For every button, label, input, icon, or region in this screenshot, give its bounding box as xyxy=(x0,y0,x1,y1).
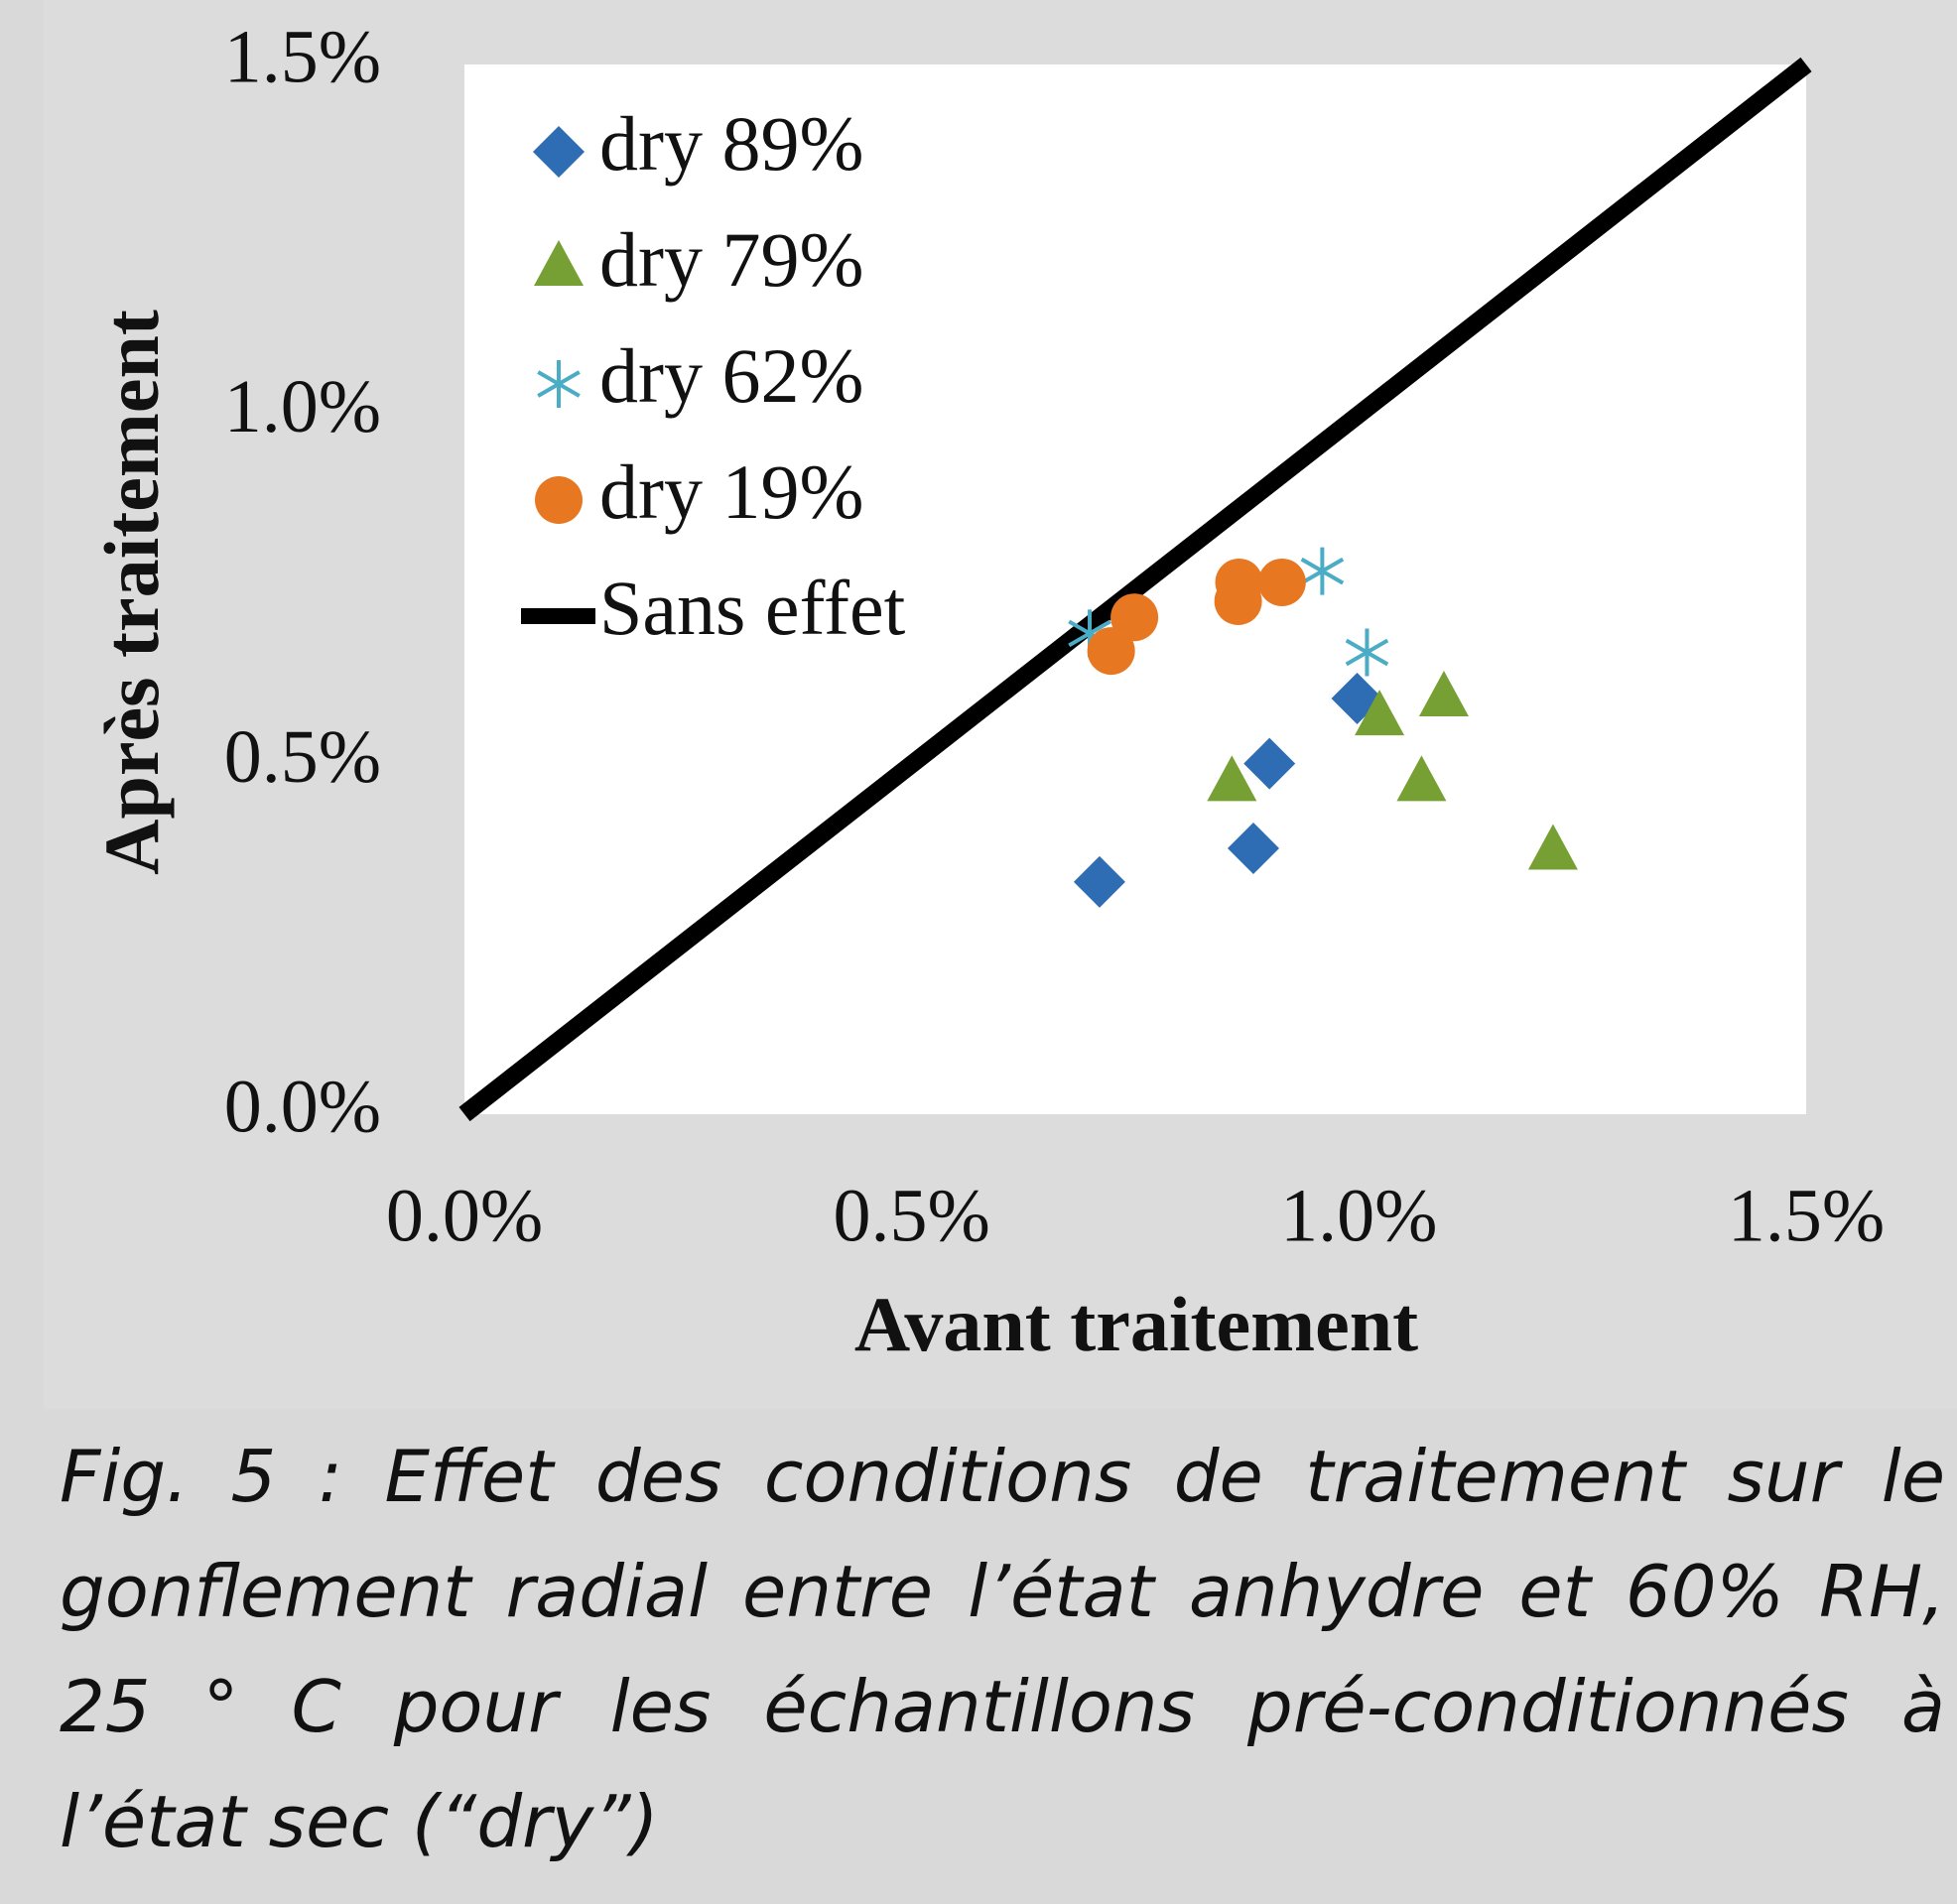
circle-point xyxy=(1214,576,1262,625)
x-tick-label: 0.0% xyxy=(386,1174,543,1257)
x-tick-label: 1.0% xyxy=(1280,1174,1437,1257)
triangle-point xyxy=(1418,671,1469,717)
triangle-point xyxy=(1207,755,1257,802)
legend-marker xyxy=(535,476,583,524)
y-tick-label: 0.0% xyxy=(224,1065,381,1148)
y-axis-title: Après traitement xyxy=(88,310,175,875)
y-tick-label: 0.5% xyxy=(224,715,381,799)
diamond-point xyxy=(1243,737,1296,790)
star-point xyxy=(1300,547,1345,595)
legend-label: Sans effet xyxy=(599,565,906,651)
x-axis-title: Avant traitement xyxy=(854,1281,1418,1367)
triangle-point xyxy=(1527,824,1578,870)
circle-point xyxy=(1257,558,1306,606)
legend-label: dry 89% xyxy=(599,100,863,187)
legend-marker xyxy=(537,360,581,408)
x-tick-label: 1.5% xyxy=(1728,1174,1885,1257)
chart: Avant traitement Après traitement 0.0% 0.… xyxy=(87,15,1886,1367)
circle-point xyxy=(1110,593,1159,642)
triangle-point xyxy=(1396,755,1447,802)
legend-label: dry 19% xyxy=(599,448,863,535)
diamond-point xyxy=(1073,855,1125,908)
legend-marker xyxy=(534,240,584,286)
caption: Fig. 5 : Effet des conditions de traitem… xyxy=(60,1435,1945,1863)
y-tick-label: 1.0% xyxy=(224,365,381,448)
star-point xyxy=(1345,628,1389,677)
legend-marker xyxy=(533,126,585,178)
diamond-point xyxy=(1227,822,1279,874)
triangle-point xyxy=(1355,690,1405,736)
legend-label: dry 79% xyxy=(599,216,863,303)
y-tick-label: 1.5% xyxy=(224,15,381,98)
circle-point xyxy=(1087,627,1135,676)
x-tick-label: 0.5% xyxy=(834,1174,990,1257)
line-series xyxy=(458,57,1812,1122)
legend-label: dry 62% xyxy=(599,332,863,419)
